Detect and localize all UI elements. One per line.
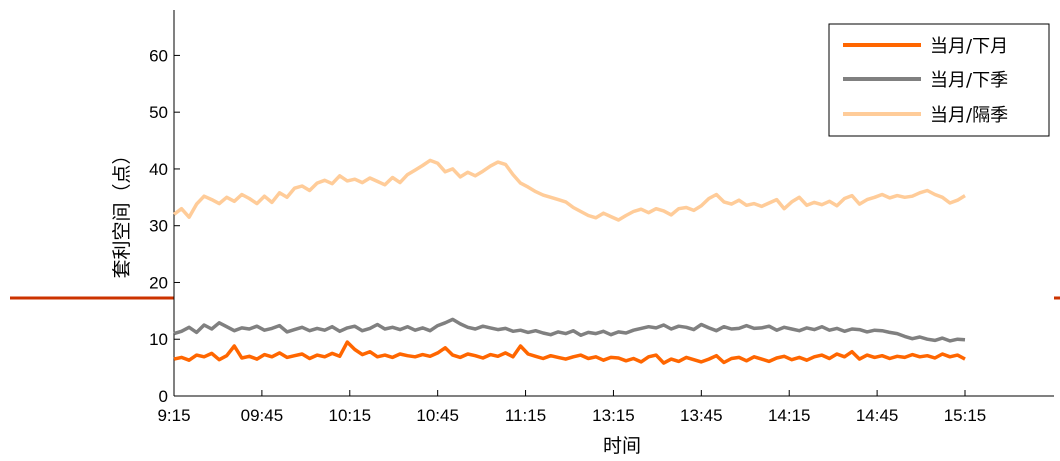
y-tick-label: 30: [149, 217, 168, 236]
y-tick-label: 20: [149, 273, 168, 292]
series-line-3: [172, 158, 966, 222]
x-axis-ticks: 9:15 09:45 10:15 10:45 11:15 13:15 13:45 14:15 1…: [157, 390, 986, 425]
x-tick-label: 14:15: [768, 406, 811, 425]
series-layer: [172, 158, 966, 365]
y-tick-label: 40: [149, 160, 168, 179]
x-tick-label: 10:45: [416, 406, 459, 425]
x-axis-title: 时间: [603, 435, 641, 457]
x-tick-label: 09:45: [241, 406, 284, 425]
x-tick-label: 15:15: [944, 406, 987, 425]
y-axis-title: 套利空间（点）: [111, 145, 133, 278]
y-tick-label: 60: [149, 46, 168, 65]
y-tick-label: 50: [149, 103, 168, 122]
legend-label-series-3: 当月/隔季: [930, 105, 1008, 126]
legend-label-series-1: 当月/下月: [930, 36, 1008, 57]
x-tick-label: 11:15: [505, 406, 546, 425]
x-tick-label: 10:15: [329, 406, 372, 425]
y-tick-label: 10: [149, 330, 168, 349]
legend-label-series-2: 当月/下季: [930, 70, 1008, 91]
x-tick-label: 13:15: [592, 406, 635, 425]
x-tick-label: 14:45: [856, 406, 899, 425]
x-tick-label: 13:45: [680, 406, 723, 425]
x-tick-label: 9:15: [157, 406, 190, 425]
y-tick-label: 0: [159, 387, 168, 406]
y-axis-ticks: 0 10 20 30 40 50 60: [149, 46, 180, 406]
series-line-1: [173, 340, 966, 365]
legend: 当月/下月 当月/下季 当月/隔季: [828, 23, 1050, 137]
series-line-2: [173, 317, 966, 343]
